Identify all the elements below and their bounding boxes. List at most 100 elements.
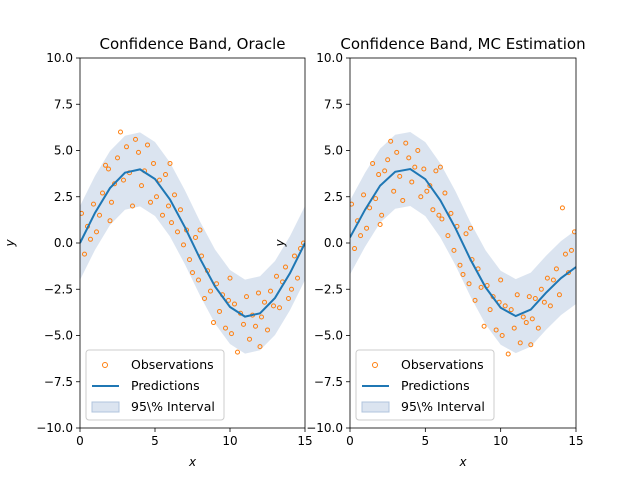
- observation-point: [391, 188, 397, 194]
- observation-point: [526, 294, 532, 300]
- observation-point: [139, 183, 144, 189]
- y-tick-label: −10.0: [36, 421, 73, 435]
- observation-point: [436, 212, 442, 218]
- observation-point: [145, 142, 150, 148]
- observation-point: [508, 307, 514, 313]
- x-tick-label: 10: [222, 434, 237, 448]
- observation-point: [562, 251, 568, 257]
- observation-point: [538, 286, 544, 292]
- observation-point: [358, 233, 364, 239]
- observation-point: [241, 321, 246, 327]
- observation-point: [421, 166, 427, 172]
- observation-point: [124, 144, 129, 150]
- observation-point: [437, 164, 443, 170]
- legend-observations-label: Observations: [401, 357, 484, 372]
- y-axis-label: y: [273, 239, 287, 248]
- observation-point: [196, 277, 201, 283]
- observation-point: [466, 281, 472, 287]
- observation-point: [172, 192, 177, 198]
- observation-point: [193, 234, 198, 240]
- observation-point: [118, 129, 123, 135]
- observation-point: [175, 229, 180, 235]
- y-tick-label: −10.0: [306, 421, 343, 435]
- chart-title: Confidence Band, MC Estimation: [340, 35, 585, 53]
- observation-point: [130, 203, 135, 209]
- observation-point: [528, 342, 534, 348]
- observation-point: [217, 308, 222, 314]
- legend-predictions-label: Predictions: [401, 378, 470, 393]
- observation-point: [367, 205, 373, 211]
- observation-point: [388, 138, 394, 144]
- observation-point: [487, 307, 493, 313]
- legend-predictions-label: Predictions: [131, 378, 200, 393]
- y-tick-label: −7.5: [44, 375, 73, 389]
- observation-point: [187, 257, 192, 263]
- observation-point: [229, 331, 234, 337]
- observation-point: [223, 325, 228, 331]
- plot-area: [80, 129, 305, 355]
- observation-point: [376, 172, 382, 178]
- observation-point: [430, 207, 436, 213]
- legend-box: [355, 349, 495, 421]
- observation-point: [244, 294, 249, 300]
- predictions-line: [350, 167, 576, 318]
- observation-point: [451, 247, 457, 253]
- y-tick-label: 5.0: [54, 144, 73, 158]
- observation-point: [529, 316, 535, 322]
- observation-point: [94, 229, 99, 235]
- observation-point: [565, 270, 571, 276]
- y-tick-label: −5.0: [44, 329, 73, 343]
- observation-point: [397, 173, 403, 179]
- legend-interval-label: 95\% Interval: [401, 399, 485, 414]
- y-tick-label: 2.5: [54, 190, 73, 204]
- observation-point: [541, 299, 547, 305]
- observation-point: [445, 233, 451, 239]
- observation-point: [520, 314, 526, 320]
- x-tick-label: 0: [76, 434, 84, 448]
- x-tick-label: 10: [493, 434, 508, 448]
- observation-point: [202, 296, 207, 301]
- observation-point: [370, 160, 376, 166]
- observation-point: [403, 140, 409, 146]
- observation-point: [136, 149, 141, 155]
- observation-point: [382, 168, 388, 174]
- observation-point: [166, 203, 171, 209]
- y-tick-label: 7.5: [324, 97, 343, 111]
- observation-point: [394, 149, 400, 155]
- y-tick-label: 10.0: [316, 51, 343, 65]
- legend-box: [85, 349, 225, 421]
- y-tick-label: −5.0: [314, 329, 343, 343]
- observation-point: [553, 266, 559, 272]
- observation-point: [535, 325, 541, 331]
- observation-point: [350, 201, 355, 207]
- observation-point: [274, 273, 279, 279]
- observation-point: [481, 323, 487, 329]
- observation-point: [468, 225, 474, 231]
- observation-point: [385, 157, 391, 163]
- observation-point: [412, 164, 418, 170]
- observation-point: [253, 323, 258, 329]
- observation-point: [457, 262, 463, 268]
- observation-point: [257, 344, 263, 350]
- observation-point: [82, 251, 87, 257]
- observation-point: [517, 340, 523, 346]
- observation-point: [100, 190, 105, 196]
- observation-point: [88, 236, 93, 242]
- observation-point: [418, 194, 424, 200]
- legend-observations-marker: [102, 362, 108, 368]
- y-tick-label: 5.0: [324, 144, 343, 158]
- observation-point: [544, 275, 550, 281]
- x-tick-label: 5: [151, 434, 159, 448]
- observation-point: [289, 286, 294, 292]
- observation-point: [115, 155, 120, 161]
- observation-point: [424, 188, 430, 194]
- observation-point: [568, 247, 574, 253]
- observation-point: [427, 183, 433, 189]
- observation-point: [133, 136, 138, 142]
- plot-area: [350, 132, 576, 357]
- observation-point: [109, 199, 114, 205]
- legend: Observations Predictions 95\% Interval: [85, 349, 225, 421]
- x-axis-label: x: [188, 455, 197, 469]
- observation-point: [493, 327, 499, 333]
- observation-point: [361, 192, 367, 198]
